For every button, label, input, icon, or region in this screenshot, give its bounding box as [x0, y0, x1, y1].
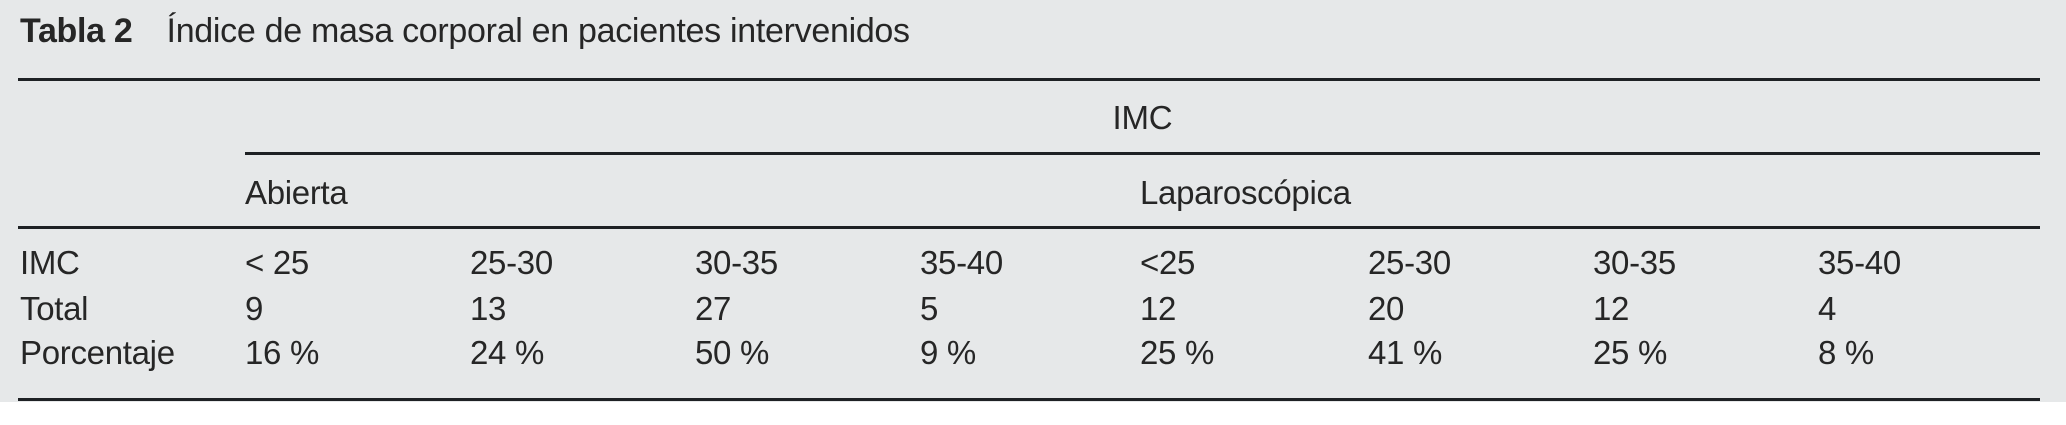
- cell: 25-30: [470, 244, 553, 281]
- cell: 24 %: [470, 334, 545, 371]
- table-row-porcentaje: Porcentaje 16 % 24 % 50 % 9 % 25 % 41 % …: [0, 334, 2066, 378]
- rule-top: [18, 78, 2040, 81]
- cell: 35-40: [920, 244, 1003, 281]
- cell: 9: [245, 290, 264, 327]
- cell: 41 %: [1368, 334, 1443, 371]
- table-panel: Tabla 2 Índice de masa corporal en pacien…: [0, 0, 2066, 402]
- table-number: Tabla 2: [20, 12, 133, 50]
- rule-under-subgroups: [18, 226, 2040, 229]
- row-label: IMC: [20, 244, 80, 281]
- rule-bottom: [18, 398, 2040, 401]
- cell: 30-35: [1593, 244, 1676, 281]
- table-caption: Tabla 2 Índice de masa corporal en pacien…: [20, 12, 911, 50]
- row-label: Total: [20, 290, 89, 327]
- cell: 5: [920, 290, 939, 327]
- cell: 35-40: [1818, 244, 1901, 281]
- subgroup-laparoscopica: Laparoscópica: [1140, 174, 1351, 211]
- rule-under-group-header: [245, 152, 2040, 155]
- cell: 8 %: [1818, 334, 1874, 371]
- cell: <25: [1140, 244, 1196, 281]
- table-title: Índice de masa corporal en pacientes int…: [166, 12, 911, 50]
- cell: 50 %: [695, 334, 770, 371]
- cell: 12: [1140, 290, 1177, 327]
- imc-group-header: IMC: [1112, 99, 1173, 136]
- cell: 13: [470, 290, 507, 327]
- cell: 25 %: [1593, 334, 1668, 371]
- cell: 20: [1368, 290, 1405, 327]
- cell: 30-35: [695, 244, 778, 281]
- table-row-total: Total 9 13 27 5 12 20 12 4: [0, 290, 2066, 334]
- cell: 16 %: [245, 334, 320, 371]
- row-label: Porcentaje: [20, 334, 175, 371]
- cell: 27: [695, 290, 732, 327]
- cell: 4: [1818, 290, 1837, 327]
- cell: 25-30: [1368, 244, 1451, 281]
- cell: 9 %: [920, 334, 976, 371]
- table-row-imc: IMC < 25 25-30 30-35 35-40 <25 25-30 30-…: [0, 244, 2066, 288]
- cell: < 25: [245, 244, 309, 281]
- subgroup-abierta: Abierta: [245, 174, 348, 211]
- cell: 25 %: [1140, 334, 1215, 371]
- cell: 12: [1593, 290, 1630, 327]
